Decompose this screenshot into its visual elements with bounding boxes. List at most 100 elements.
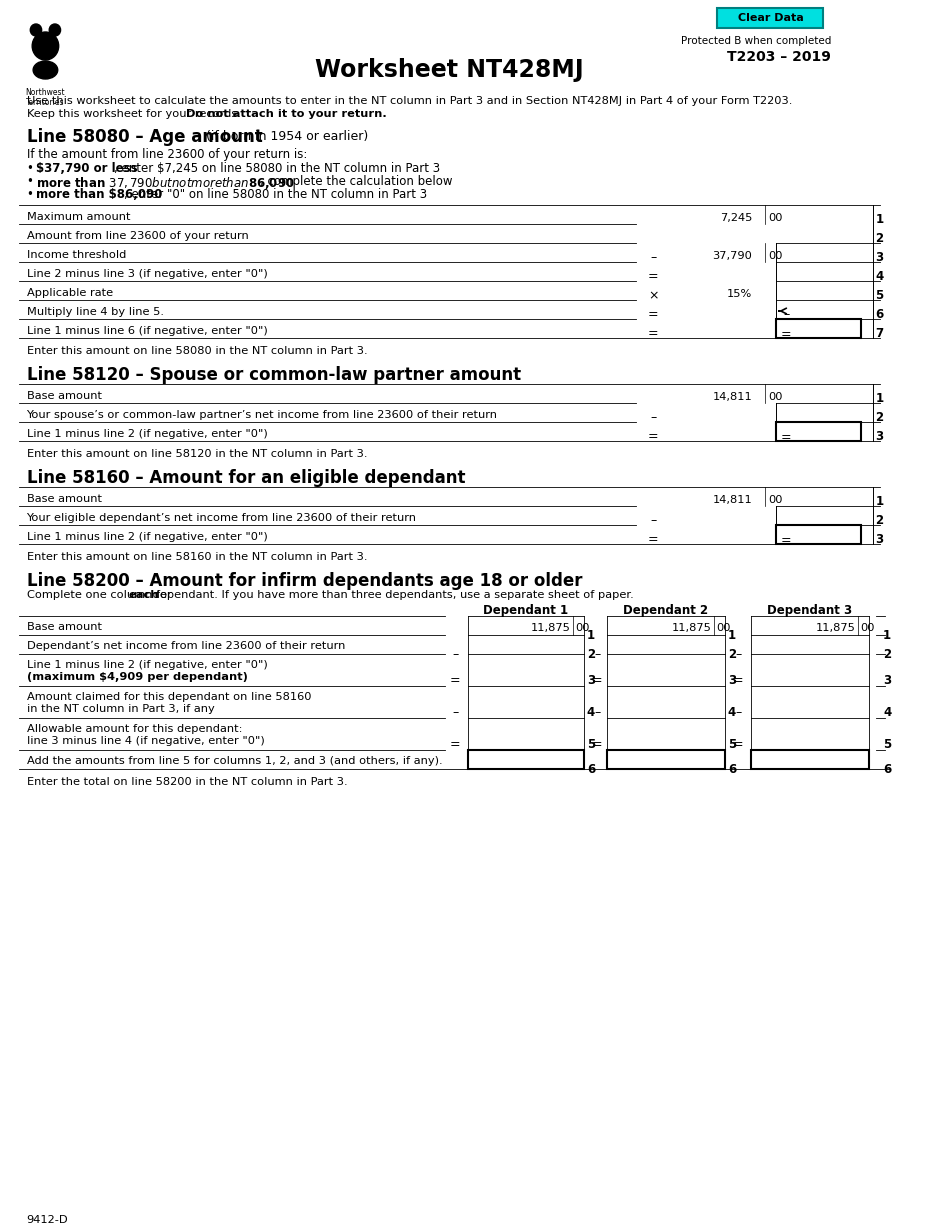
Text: 2: 2 xyxy=(884,648,891,661)
Text: Northwest
Territories: Northwest Territories xyxy=(26,89,66,107)
Text: Protected B when completed: Protected B when completed xyxy=(680,36,831,46)
Text: Your eligible dependant’s net income from line 23600 of their return: Your eligible dependant’s net income fro… xyxy=(27,513,416,523)
Text: =: = xyxy=(648,430,658,443)
Text: 00: 00 xyxy=(769,494,783,506)
Text: =: = xyxy=(648,533,658,546)
Text: Enter the total on line 58200 in the NT column in Part 3.: Enter the total on line 58200 in the NT … xyxy=(27,777,347,787)
Circle shape xyxy=(30,25,42,36)
Text: 3: 3 xyxy=(587,674,595,688)
Text: 3: 3 xyxy=(728,674,736,688)
Text: 2: 2 xyxy=(876,411,884,424)
Text: 5: 5 xyxy=(884,738,891,752)
Text: 4: 4 xyxy=(884,706,891,720)
Bar xyxy=(607,750,725,769)
Text: •: • xyxy=(27,175,37,188)
Text: =: = xyxy=(781,328,791,341)
Text: Your spouse’s or common-law partner’s net income from line 23600 of their return: Your spouse’s or common-law partner’s ne… xyxy=(27,410,498,419)
Text: 6: 6 xyxy=(587,763,595,776)
Text: =: = xyxy=(733,738,744,752)
Bar xyxy=(776,422,862,442)
Text: , enter "0" on line 58080 in the NT column in Part 3: , enter "0" on line 58080 in the NT colu… xyxy=(124,188,428,200)
Text: =: = xyxy=(781,430,791,444)
Text: =: = xyxy=(450,738,461,752)
Text: 3: 3 xyxy=(884,674,891,688)
Text: , enter $7,245 on line 58080 in the NT column in Part 3: , enter $7,245 on line 58080 in the NT c… xyxy=(114,162,440,175)
Text: Line 2 minus line 3 (if negative, enter "0"): Line 2 minus line 3 (if negative, enter … xyxy=(27,269,267,279)
Text: –: – xyxy=(650,411,656,424)
Text: =: = xyxy=(592,674,602,688)
Bar xyxy=(776,525,862,544)
Text: Enter this amount on line 58120 in the NT column in Part 3.: Enter this amount on line 58120 in the N… xyxy=(27,449,367,459)
Text: 4: 4 xyxy=(876,271,884,283)
Text: 1: 1 xyxy=(884,629,891,642)
Text: 6: 6 xyxy=(876,308,884,321)
Text: Base amount: Base amount xyxy=(27,494,102,504)
Text: Line 58080 – Age amount: Line 58080 – Age amount xyxy=(27,128,262,146)
Text: Line 1 minus line 2 (if negative, enter "0"): Line 1 minus line 2 (if negative, enter … xyxy=(27,661,267,670)
Text: 5: 5 xyxy=(876,289,884,303)
Text: $37,790 or less: $37,790 or less xyxy=(36,162,138,175)
Text: 1: 1 xyxy=(587,629,595,642)
Text: Keep this worksheet for your records.: Keep this worksheet for your records. xyxy=(27,109,244,119)
Text: 00: 00 xyxy=(716,624,731,633)
Text: 00: 00 xyxy=(769,251,783,261)
Text: 11,875: 11,875 xyxy=(816,624,856,633)
Text: Income threshold: Income threshold xyxy=(27,250,126,260)
Text: Dependant’s net income from line 23600 of their return: Dependant’s net income from line 23600 o… xyxy=(27,641,345,651)
Text: Do not attach it to your return.: Do not attach it to your return. xyxy=(186,109,388,119)
Text: 2: 2 xyxy=(728,648,736,661)
Text: =: = xyxy=(648,308,658,321)
Text: (if born in 1954 or earlier): (if born in 1954 or earlier) xyxy=(206,130,369,143)
Text: –: – xyxy=(452,706,459,720)
Text: •: • xyxy=(27,162,37,175)
Text: =: = xyxy=(648,327,658,339)
Text: Clear Data: Clear Data xyxy=(737,14,804,23)
Bar xyxy=(717,9,824,28)
Text: 2: 2 xyxy=(876,514,884,526)
Ellipse shape xyxy=(33,62,58,79)
Text: 14,811: 14,811 xyxy=(712,392,752,402)
Text: Base amount: Base amount xyxy=(27,391,102,401)
Text: 00: 00 xyxy=(769,392,783,402)
Text: 1: 1 xyxy=(876,494,884,508)
Text: dependant. If you have more than three dependants, use a separate sheet of paper: dependant. If you have more than three d… xyxy=(148,590,634,600)
Text: Dependant 1: Dependant 1 xyxy=(484,604,568,617)
Text: –: – xyxy=(594,706,600,720)
Text: =: = xyxy=(450,674,461,688)
Text: Applicable rate: Applicable rate xyxy=(27,288,113,298)
Text: Use this worksheet to calculate the amounts to enter in the NT column in Part 3 : Use this worksheet to calculate the amou… xyxy=(27,96,792,106)
Text: –: – xyxy=(735,706,741,720)
Text: 6: 6 xyxy=(728,763,736,776)
Text: 37,790: 37,790 xyxy=(712,251,752,261)
Text: 00: 00 xyxy=(861,624,875,633)
Text: 4: 4 xyxy=(728,706,736,720)
Text: 14,811: 14,811 xyxy=(712,494,752,506)
Text: 15%: 15% xyxy=(727,289,752,299)
Text: ×: × xyxy=(648,289,658,303)
Text: T2203 – 2019: T2203 – 2019 xyxy=(727,50,831,64)
Text: 11,875: 11,875 xyxy=(672,624,712,633)
Text: –: – xyxy=(452,648,459,661)
Text: more than $86,090: more than $86,090 xyxy=(36,188,162,200)
Text: more than $37,790 but not more than $86,090: more than $37,790 but not more than $86,… xyxy=(36,175,295,191)
Text: 1: 1 xyxy=(876,213,884,226)
Text: (maximum $4,909 per dependant): (maximum $4,909 per dependant) xyxy=(27,672,247,681)
Text: 3: 3 xyxy=(876,251,884,264)
Text: 7: 7 xyxy=(876,327,884,339)
Text: 2: 2 xyxy=(876,232,884,245)
Text: =: = xyxy=(733,674,744,688)
Text: =: = xyxy=(781,534,791,547)
Text: Enter this amount on line 58080 in the NT column in Part 3.: Enter this amount on line 58080 in the N… xyxy=(27,346,367,355)
Text: =: = xyxy=(592,738,602,752)
Text: Enter this amount on line 58160 in the NT column in Part 3.: Enter this amount on line 58160 in the N… xyxy=(27,552,367,562)
Text: –: – xyxy=(650,514,656,526)
Text: 3: 3 xyxy=(876,533,884,546)
Circle shape xyxy=(49,25,61,36)
Text: 1: 1 xyxy=(876,392,884,405)
Text: 7,245: 7,245 xyxy=(720,213,752,223)
Text: 5: 5 xyxy=(728,738,736,752)
Text: Allowable amount for this dependant:: Allowable amount for this dependant: xyxy=(27,724,242,734)
Text: 2: 2 xyxy=(587,648,595,661)
Text: Maximum amount: Maximum amount xyxy=(27,212,130,221)
Text: Base amount: Base amount xyxy=(27,622,102,632)
